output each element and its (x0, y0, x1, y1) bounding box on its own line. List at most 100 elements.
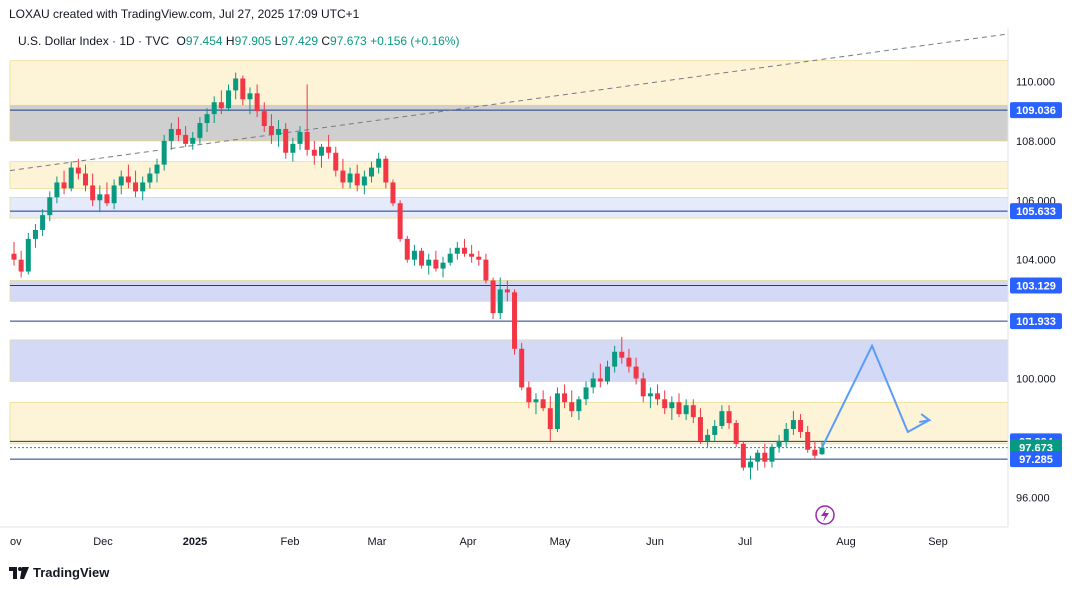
candle (798, 414, 804, 438)
price-label: 97.285 (1010, 451, 1062, 468)
candle (590, 372, 596, 394)
candle (290, 137, 296, 162)
candle (354, 164, 360, 192)
candle (175, 117, 181, 141)
candle (154, 158, 160, 183)
candle (454, 241, 460, 260)
y-tick-label: 108.000 (1016, 136, 1056, 148)
symbol-legend: U.S. Dollar Index · 1D · TVC O97.454 H97… (18, 34, 459, 48)
candle (469, 244, 475, 263)
candle (755, 449, 761, 471)
candle (75, 158, 81, 180)
candle (297, 126, 303, 150)
candle (712, 420, 718, 441)
candle (440, 256, 446, 278)
price-label: 105.633 (1010, 203, 1062, 220)
candle (32, 224, 38, 248)
candle (647, 387, 653, 409)
candle (125, 164, 131, 189)
candle (540, 390, 546, 412)
candle (83, 164, 89, 192)
candle (619, 336, 625, 364)
x-axis: ov Dec 2025 Feb Mar Apr May Jun Jul Aug Sep (0, 526, 1008, 548)
high-label: H (225, 34, 235, 48)
candle (390, 179, 396, 207)
close-value: 97.673 (330, 34, 367, 48)
candle (97, 185, 103, 213)
candle (240, 75, 246, 106)
candle (690, 399, 696, 424)
candle (662, 390, 668, 415)
candle (397, 200, 403, 242)
candle (190, 131, 196, 150)
candle (54, 176, 60, 204)
candle (211, 96, 217, 124)
candle (254, 84, 260, 118)
y-tick-label: 100.000 (1016, 373, 1056, 385)
candle (547, 396, 553, 441)
svg-text:109.036: 109.036 (1016, 105, 1056, 117)
x-tick-label: Jun (646, 536, 664, 548)
horizontal-lines-layer (9, 33, 1009, 460)
candle (183, 126, 189, 147)
y-tick-label: 104.000 (1016, 255, 1056, 267)
candle (197, 117, 203, 144)
candle (433, 250, 439, 272)
projection-layer (821, 343, 932, 449)
candle (719, 405, 725, 429)
price-labels-layer: 109.036105.633103.129101.93397.88497.673… (1010, 102, 1062, 468)
zone-yellow (9, 161, 1009, 189)
x-tick-label: Apr (459, 536, 476, 548)
candle (733, 420, 739, 447)
candle (369, 161, 375, 183)
price-label: 101.933 (1010, 313, 1062, 330)
low-label: L (274, 34, 282, 48)
candle (683, 399, 689, 421)
candle (612, 345, 618, 373)
price-label: 109.036 (1010, 102, 1062, 119)
candle (562, 384, 568, 409)
candle (597, 363, 603, 388)
candle (376, 152, 382, 174)
trend-line (9, 33, 1009, 172)
candle (40, 209, 46, 236)
x-tick-label: Mar (368, 536, 387, 548)
candle (512, 289, 518, 355)
candle (204, 108, 210, 132)
candle (218, 90, 224, 115)
x-tick-label: 2025 (183, 536, 207, 548)
x-tick-label: Jul (738, 536, 752, 548)
candle (676, 393, 682, 418)
x-tick-label: May (550, 536, 571, 548)
brand-name: TradingView (33, 565, 110, 580)
candle (268, 114, 274, 144)
low-value: 97.429 (281, 34, 318, 48)
lightning-icon[interactable] (815, 505, 835, 525)
zone-yellow (9, 401, 1009, 445)
zone-blue (9, 339, 1009, 382)
y-tick-label: 110.000 (1016, 76, 1055, 88)
projection-path (821, 343, 930, 449)
candle (461, 238, 467, 257)
candle (705, 428, 711, 447)
candle (762, 443, 768, 468)
candle (133, 170, 139, 198)
open-label: O (176, 34, 186, 48)
candle (476, 250, 482, 266)
candle (447, 247, 453, 266)
candle (669, 396, 675, 421)
candle (333, 146, 339, 177)
candle (47, 191, 53, 222)
candle (411, 244, 417, 266)
candle (104, 182, 110, 207)
candle (419, 247, 425, 269)
candle (261, 102, 267, 132)
candle (626, 348, 632, 373)
candle (747, 455, 753, 480)
candle (569, 390, 575, 418)
svg-text:103.129: 103.129 (1016, 281, 1056, 293)
candle (697, 408, 703, 444)
candle (233, 72, 239, 100)
candle (533, 393, 539, 415)
